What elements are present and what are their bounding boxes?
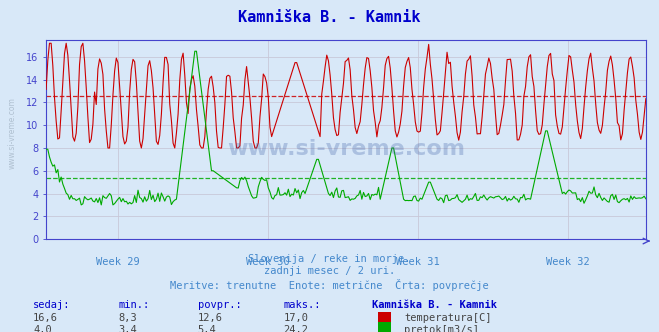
Text: 24,2: 24,2: [283, 325, 308, 332]
Text: sedaj:: sedaj:: [33, 300, 71, 310]
Text: Meritve: trenutne  Enote: metrične  Črta: povprečje: Meritve: trenutne Enote: metrične Črta: …: [170, 279, 489, 290]
Text: povpr.:: povpr.:: [198, 300, 241, 310]
Text: 5,4: 5,4: [198, 325, 216, 332]
Text: 8,3: 8,3: [119, 313, 137, 323]
Text: zadnji mesec / 2 uri.: zadnji mesec / 2 uri.: [264, 266, 395, 276]
Text: Slovenija / reke in morje.: Slovenija / reke in morje.: [248, 254, 411, 264]
Text: 4,0: 4,0: [33, 325, 51, 332]
Text: Week 32: Week 32: [546, 257, 590, 267]
Text: www.si-vreme.com: www.si-vreme.com: [8, 97, 17, 169]
Text: 17,0: 17,0: [283, 313, 308, 323]
Text: temperatura[C]: temperatura[C]: [404, 313, 492, 323]
Text: Kamniška B. - Kamnik: Kamniška B. - Kamnik: [239, 10, 420, 25]
Text: Week 31: Week 31: [396, 257, 440, 267]
Text: www.si-vreme.com: www.si-vreme.com: [227, 139, 465, 159]
Text: 16,6: 16,6: [33, 313, 58, 323]
Text: 12,6: 12,6: [198, 313, 223, 323]
Text: pretok[m3/s]: pretok[m3/s]: [404, 325, 479, 332]
Text: Kamniška B. - Kamnik: Kamniška B. - Kamnik: [372, 300, 498, 310]
Text: Week 29: Week 29: [96, 257, 140, 267]
Text: maks.:: maks.:: [283, 300, 321, 310]
Text: min.:: min.:: [119, 300, 150, 310]
Text: Week 30: Week 30: [246, 257, 290, 267]
Text: 3,4: 3,4: [119, 325, 137, 332]
